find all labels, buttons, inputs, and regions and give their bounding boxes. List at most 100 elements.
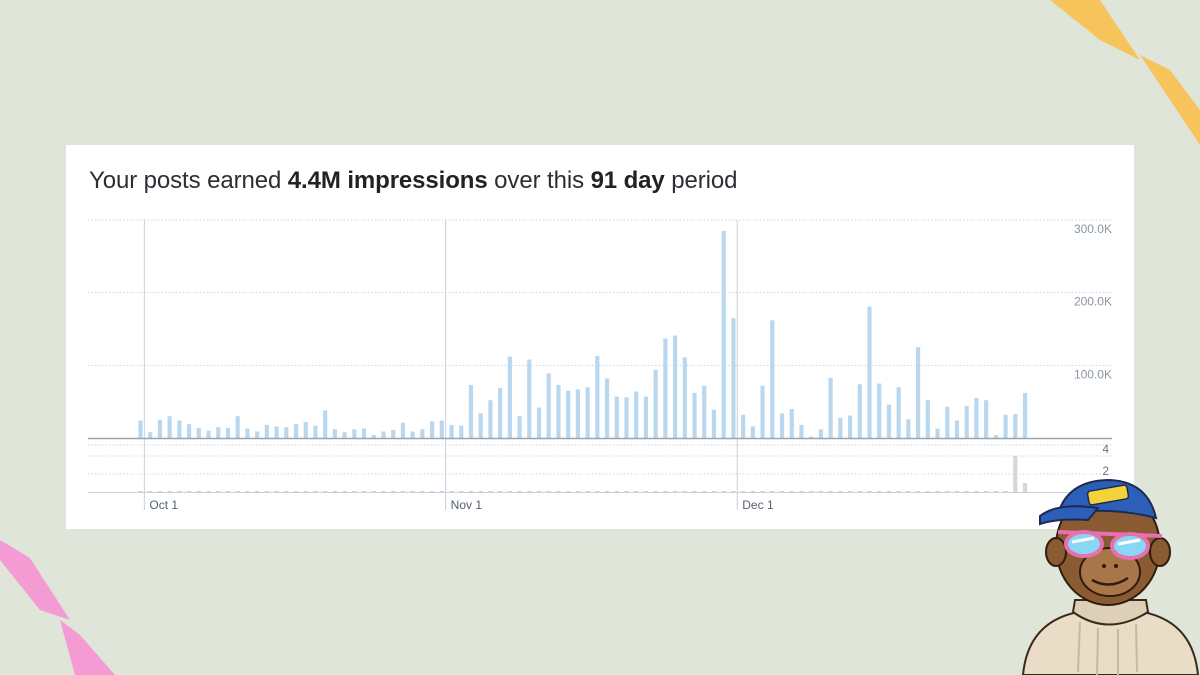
sub-bar: [857, 491, 862, 492]
sub-bar: [692, 491, 697, 492]
sub-bar: [498, 491, 503, 492]
impressions-card: 100.0K 200.0K 300.0K 2 4 Oct 1 Nov 1 Dec 1 Your…: [66, 145, 1134, 529]
impressions-bar: [809, 436, 814, 438]
sub-bar: [488, 491, 493, 492]
impressions-bar: [255, 431, 260, 438]
sub-bar: [449, 491, 454, 492]
sub-bar: [352, 491, 357, 492]
sub-bar: [371, 491, 376, 492]
impressions-bar: [818, 429, 823, 438]
impressions-bar: [391, 430, 396, 438]
impressions-bar: [498, 387, 503, 438]
sub-bar: [546, 491, 551, 492]
headline-suffix: period: [664, 167, 738, 194]
impressions-bar: [614, 396, 619, 438]
impressions-bar: [624, 397, 629, 438]
yellow-ribbon-decoration: [1050, 0, 1200, 145]
impressions-bar: [964, 406, 969, 438]
impressions-bar: [245, 428, 250, 438]
sub-bar: [954, 491, 960, 492]
impressions-bar: [1022, 392, 1028, 438]
impressions-bar: [332, 429, 337, 438]
impressions-bar: [148, 432, 153, 438]
headline-impressions: 4.4M impressions: [287, 167, 488, 194]
impressions-bar: [342, 432, 347, 438]
y-tick-label-main: 100.0K: [1074, 367, 1112, 381]
impressions-bar: [789, 408, 794, 438]
impressions-bar: [993, 435, 998, 438]
sub-bar: [731, 491, 736, 492]
headline-middle: over this: [487, 167, 591, 194]
sub-bar: [216, 491, 221, 492]
sub-bar: [507, 491, 512, 492]
impressions-bar: [313, 425, 318, 438]
impressions-bar: [274, 426, 279, 438]
impressions-bar: [847, 415, 853, 438]
sub-bar: [430, 491, 435, 492]
sub-bar: [799, 491, 804, 492]
sub-bar: [711, 491, 717, 492]
sub-bar: [682, 491, 687, 492]
impressions-bar: [371, 435, 376, 438]
impressions-bar: [196, 427, 201, 438]
impressions-bar: [779, 413, 785, 438]
sub-bar: [313, 491, 318, 492]
sub-bar: [770, 491, 775, 492]
pink-ribbon-decoration: [0, 540, 115, 675]
impressions-bar: [857, 384, 862, 438]
sub-bar: [721, 491, 726, 492]
impressions-bar: [799, 424, 804, 438]
impressions-bar: [1013, 414, 1018, 438]
impressions-bar: [459, 425, 464, 438]
impressions-bar: [877, 383, 882, 438]
sub-bar: [235, 491, 240, 492]
sub-bar: [264, 491, 269, 492]
impressions-bar: [284, 427, 289, 438]
sub-bar: [925, 491, 930, 492]
sub-bar: [342, 491, 347, 492]
sub-bar: [624, 491, 629, 492]
sub-bar: [255, 491, 260, 492]
impressions-bar: [896, 387, 901, 438]
impressions-bar: [906, 419, 911, 438]
sub-bar: [935, 491, 940, 492]
sub-bar: [459, 491, 464, 492]
impressions-bar: [264, 424, 269, 438]
impressions-bar: [1003, 414, 1008, 438]
sub-bar: [828, 491, 833, 492]
sub-bar: [478, 491, 483, 492]
sub-bar: [391, 491, 396, 492]
sub-bar: [789, 491, 794, 492]
sub-bar: [974, 491, 979, 492]
impressions-bar: [420, 429, 425, 438]
sub-bar: [886, 491, 892, 492]
sub-bar: [439, 491, 444, 492]
impressions-bar: [566, 390, 571, 438]
impressions-bar: [536, 407, 542, 438]
impressions-bar: [361, 428, 367, 438]
sub-bar: [187, 491, 192, 492]
sub-bar: [838, 491, 843, 492]
y-tick-label-main: 200.0K: [1074, 295, 1112, 309]
impressions-headline: Your posts earned 4.4M impressions over …: [89, 167, 737, 195]
sub-bar: [750, 491, 755, 492]
y-tick-label-main: 300.0K: [1074, 222, 1112, 236]
sub-bar: [702, 491, 707, 492]
impressions-bar: [935, 428, 940, 438]
sub-bar: [809, 491, 814, 492]
impressions-chart: 100.0K 200.0K 300.0K 2 4 Oct 1 Nov 1 Dec 1: [88, 219, 1112, 512]
impressions-bar: [692, 392, 697, 438]
sub-bar: [818, 491, 823, 492]
impressions-bar: [916, 347, 921, 438]
sub-bar: [945, 491, 950, 492]
impressions-bar: [643, 396, 649, 438]
sub-bar: [167, 491, 172, 492]
impressions-bar: [925, 400, 930, 438]
impressions-bar: [702, 385, 707, 438]
impressions-bar: [157, 419, 163, 438]
ape-avatar-illustration: [1021, 478, 1200, 675]
impressions-bar: [838, 417, 843, 438]
sub-bar: [847, 491, 853, 492]
sub-bar: [867, 491, 872, 492]
impressions-bar: [527, 359, 532, 438]
